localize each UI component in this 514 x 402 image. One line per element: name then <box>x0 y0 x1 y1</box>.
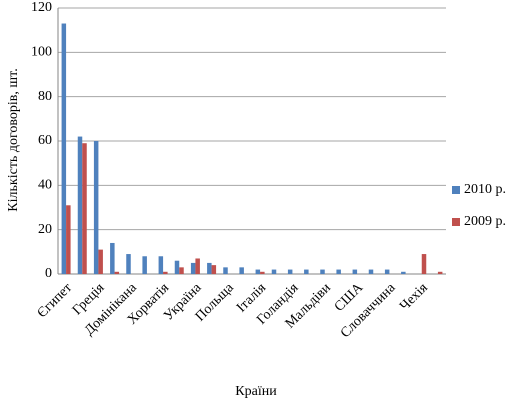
bar <box>384 269 390 274</box>
bar <box>142 256 147 274</box>
bar <box>255 269 261 274</box>
bar <box>98 249 103 274</box>
bar <box>211 265 217 274</box>
y-tick-label: 0 <box>45 266 52 281</box>
y-tick-label: 100 <box>31 45 52 60</box>
bar <box>158 256 164 274</box>
legend-swatch <box>452 218 460 226</box>
legend-swatch <box>452 186 460 194</box>
legend-label: 2009 р. <box>464 214 506 229</box>
y-axis-title: Кількість договорів, шт. <box>6 68 21 211</box>
legend-label: 2010 р. <box>464 182 506 197</box>
bar <box>304 269 309 274</box>
bar <box>114 271 120 274</box>
bar <box>163 271 168 274</box>
bar <box>271 269 277 274</box>
x-axis-title: Країни <box>235 384 277 399</box>
bar <box>320 269 325 274</box>
bar <box>126 254 131 274</box>
bar <box>195 258 200 274</box>
bar <box>368 269 374 274</box>
bar <box>223 267 228 274</box>
bar <box>239 267 244 274</box>
bar <box>77 136 83 274</box>
bar <box>421 254 427 274</box>
bar <box>260 271 265 274</box>
y-tick-label: 60 <box>38 133 52 148</box>
bar <box>401 271 406 274</box>
x-tick-label: Чехія <box>397 280 431 314</box>
bar <box>352 269 358 274</box>
y-tick-label: 120 <box>31 0 52 15</box>
bar <box>82 143 87 274</box>
y-tick-label: 80 <box>38 89 52 104</box>
y-tick-label: 20 <box>38 222 52 237</box>
x-tick-label: Єгипет <box>35 280 76 321</box>
bar <box>437 271 443 274</box>
bar <box>190 262 196 274</box>
bar <box>93 141 99 274</box>
bar <box>66 205 71 274</box>
bar <box>179 267 184 274</box>
bar <box>207 262 212 274</box>
bar <box>110 242 115 274</box>
bar <box>174 260 180 274</box>
bar <box>61 23 67 275</box>
y-tick-label: 40 <box>38 178 52 193</box>
bar <box>336 269 341 274</box>
bar <box>287 269 293 274</box>
